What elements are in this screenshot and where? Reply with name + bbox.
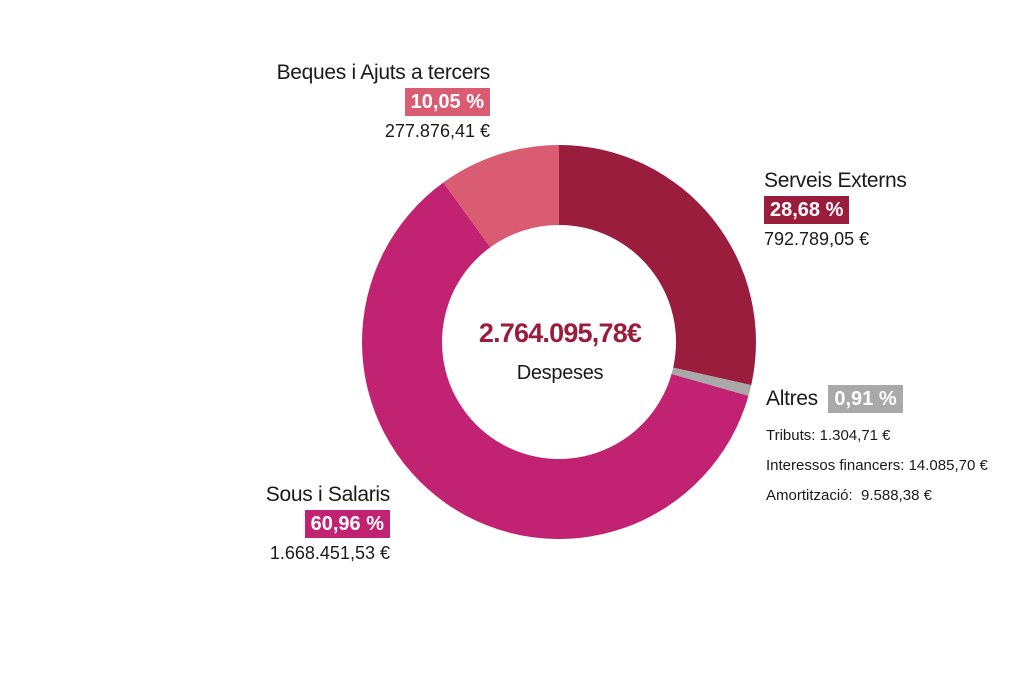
label-serveis-externs: Serveis Externs 28,68 % 792.789,05 € [764,168,984,251]
label-altres: Altres 0,91 % Tributs: 1.304,71 € Intere… [766,383,1016,511]
percent-badge: 28,68 % [764,196,850,224]
amount-label: 277.876,41 € [384,121,490,141]
donut-slice-beques-i-ajuts-a-tercers [443,145,559,248]
donut-slice-altres [671,367,752,396]
total-expenses-label: Despeses [516,362,604,384]
category-label: Sous i Salaris [265,483,391,506]
percent-badge: 60,96 % [304,510,390,538]
label-beques: Beques i Ajuts a tercers 10,05 % 277.876… [250,60,491,143]
category-label: Altres [766,387,818,410]
detail-interessos: Interessos financers: 14.085,70 € [766,457,988,474]
amount-label: 1.668.451,53 € [269,543,390,563]
label-sous-salaris: Sous i Salaris 60,96 % 1.668.451,53 € [190,482,391,565]
donut-slice-serveis-externs [559,145,756,386]
detail-amortitzacio: Amortització: 9.588,38 € [766,487,932,504]
percent-badge: 10,05 % [404,88,490,116]
category-label: Serveis Externs [764,169,907,192]
category-label: Beques i Ajuts a tercers [276,61,491,84]
detail-tributs: Tributs: 1.304,71 € [766,427,891,444]
total-expenses-value: 2.764.095,78€ [478,318,642,348]
percent-badge: 0,91 % [828,385,903,413]
donut-slice-sous-i-salaris [362,182,749,539]
amount-label: 792.789,05 € [764,229,870,249]
